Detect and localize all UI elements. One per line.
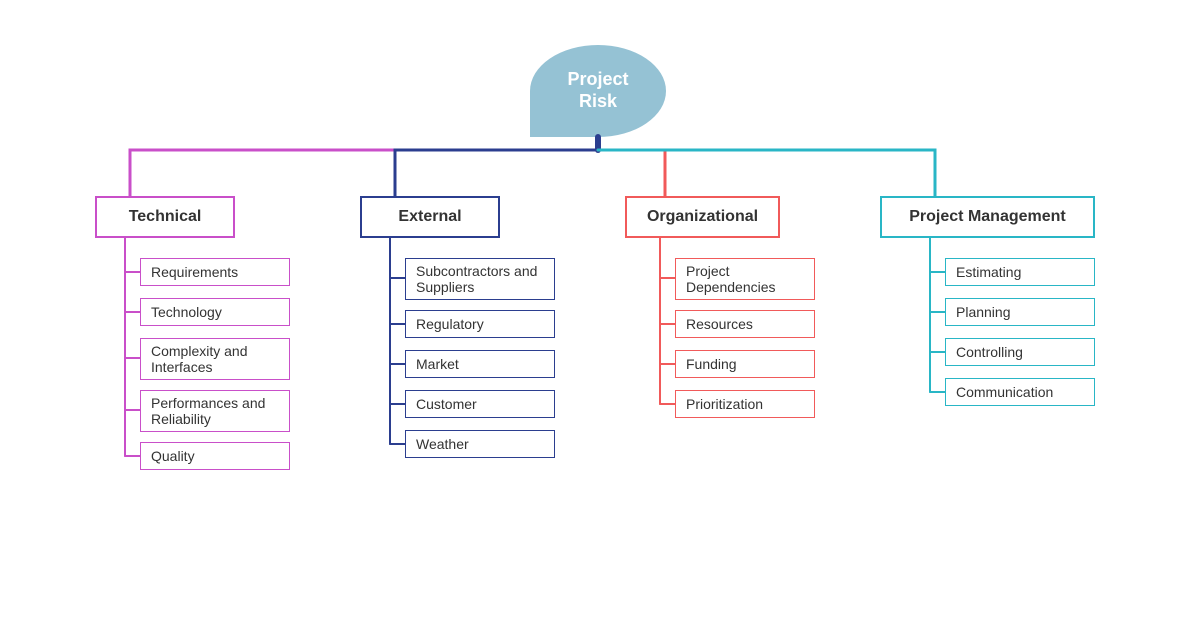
- item-label: Prioritization: [686, 396, 763, 412]
- item-quality: Quality: [140, 442, 290, 470]
- item-label: Funding: [686, 356, 737, 372]
- item-label: Planning: [956, 304, 1011, 320]
- item-label: Complexity and Interfaces: [151, 343, 279, 375]
- item-prioritization: Prioritization: [675, 390, 815, 418]
- item-customer: Customer: [405, 390, 555, 418]
- item-label: Customer: [416, 396, 477, 412]
- item-resources: Resources: [675, 310, 815, 338]
- category-technical: Technical: [95, 196, 235, 238]
- category-organizational: Organizational: [625, 196, 780, 238]
- item-label: Quality: [151, 448, 195, 464]
- item-label: Requirements: [151, 264, 238, 280]
- root-label: ProjectRisk: [567, 69, 628, 112]
- category-label: External: [398, 208, 461, 226]
- category-label: Technical: [129, 208, 202, 226]
- category-label: Project Management: [909, 208, 1065, 226]
- risk-breakdown-diagram: ProjectRisk Technical Requirements Technol…: [0, 0, 1200, 630]
- item-performances-and-reliability: Performances and Reliability: [140, 390, 290, 432]
- item-label: Resources: [686, 316, 753, 332]
- item-label: Weather: [416, 436, 469, 452]
- item-requirements: Requirements: [140, 258, 290, 286]
- item-label: Technology: [151, 304, 222, 320]
- item-label: Estimating: [956, 264, 1021, 280]
- item-label: Communication: [956, 384, 1053, 400]
- item-controlling: Controlling: [945, 338, 1095, 366]
- item-subcontractors-and-suppliers: Subcontractors and Suppliers: [405, 258, 555, 300]
- item-label: Subcontractors and Suppliers: [416, 263, 544, 295]
- item-weather: Weather: [405, 430, 555, 458]
- category-project-management: Project Management: [880, 196, 1095, 238]
- item-label: Market: [416, 356, 459, 372]
- item-label: Controlling: [956, 344, 1023, 360]
- item-estimating: Estimating: [945, 258, 1095, 286]
- item-planning: Planning: [945, 298, 1095, 326]
- item-communication: Communication: [945, 378, 1095, 406]
- item-regulatory: Regulatory: [405, 310, 555, 338]
- item-market: Market: [405, 350, 555, 378]
- item-technology: Technology: [140, 298, 290, 326]
- category-external: External: [360, 196, 500, 238]
- item-label: Project Dependencies: [686, 263, 804, 295]
- item-complexity-and-interfaces: Complexity and Interfaces: [140, 338, 290, 380]
- item-label: Performances and Reliability: [151, 395, 279, 427]
- item-label: Regulatory: [416, 316, 484, 332]
- root-node: ProjectRisk: [530, 45, 666, 137]
- item-project-dependencies: Project Dependencies: [675, 258, 815, 300]
- category-label: Organizational: [647, 208, 758, 226]
- item-funding: Funding: [675, 350, 815, 378]
